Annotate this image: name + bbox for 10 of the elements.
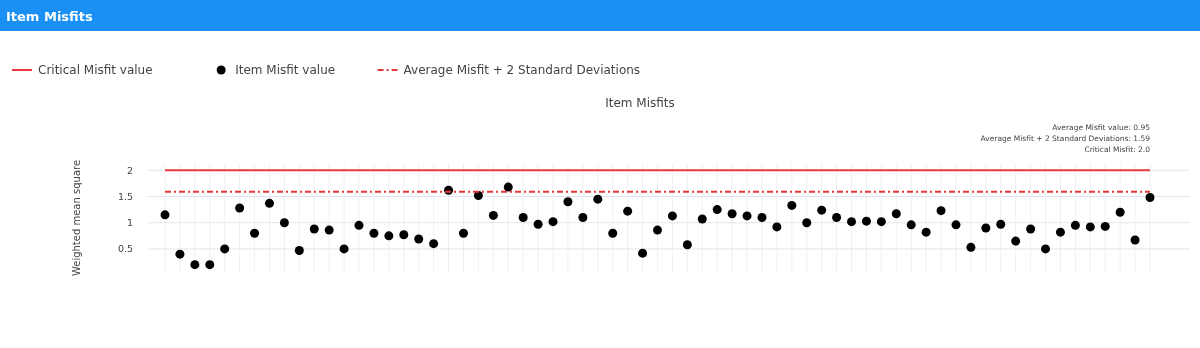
legend-label: Average Misfit + 2 Standard Deviations — [403, 63, 641, 77]
y-tick-label: 1.5 — [117, 191, 133, 202]
legend-label: Item Misfit value — [235, 63, 336, 77]
y-axis-title: Weighted mean square — [71, 159, 82, 277]
y-tick-label: 0.5 — [117, 243, 133, 255]
y-tick-label: 2 — [126, 164, 133, 176]
legend-label: Critical Misfit value — [38, 63, 153, 77]
chart-title: Item Misfits — [605, 96, 675, 110]
y-tick-label: 1 — [126, 217, 133, 229]
header-bar: Item Misfits — [0, 0, 1200, 31]
